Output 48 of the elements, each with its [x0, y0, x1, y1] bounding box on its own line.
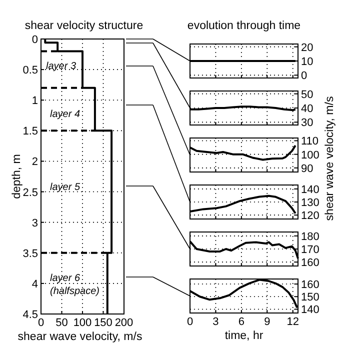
x-tick-label: 3 [212, 316, 219, 328]
y-tick-label: 1 [32, 95, 38, 108]
y-tick-label: 3.5 [22, 248, 38, 260]
y-tick-label: 3 [32, 217, 38, 230]
y-tick-label: 170 [301, 244, 320, 256]
x-tick-label: 50 [56, 317, 68, 329]
y-tick-label: 150 [301, 292, 320, 304]
y-tick-label: 160 [301, 279, 320, 292]
y-tick-label: 2.5 [22, 186, 38, 199]
y-tick-label: 40 [301, 103, 314, 115]
y-tick-label: 130 [301, 197, 320, 209]
y-tick-label: 10 [301, 56, 314, 68]
y-axis-title: shear wave velocity, m/s [324, 96, 336, 221]
x-tick-label: 0 [186, 316, 194, 328]
y-tick-label: 20 [301, 42, 314, 54]
y-tick-label: 90 [301, 162, 314, 175]
y-tick-label: 140 [301, 184, 320, 196]
x-axis-title: time, hr [224, 330, 264, 342]
x-tick-label: 150 [94, 317, 112, 329]
annotation: layer 4 [50, 109, 80, 120]
x-tick-label: 9 [264, 316, 270, 328]
x-axis-title: shear wave velocity, m/s [18, 331, 142, 343]
x-tick-label: 100 [73, 317, 92, 329]
annotation: layer 5 [50, 182, 80, 193]
chart-title: evolution through time [187, 20, 301, 32]
annotation: layer 3 [46, 61, 76, 72]
y-tick-label: 30 [301, 117, 314, 130]
y-tick-label: 120 [301, 210, 320, 222]
x-tick-label: 200 [114, 317, 134, 329]
y-tick-label: 0 [32, 34, 38, 46]
y-tick-label: 140 [301, 304, 320, 316]
y-tick-label: 50 [301, 88, 314, 101]
y-tick-label: 0 [301, 70, 308, 82]
x-tick-label: 12 [286, 316, 299, 328]
y-tick-label: 0.5 [22, 64, 38, 77]
y-axis-title: depth, m [11, 154, 23, 199]
y-tick-label: 4.5 [22, 309, 38, 321]
y-tick-label: 110 [301, 136, 319, 148]
y-tick-label: 160 [301, 257, 320, 270]
chart-title: shear velocity structure [24, 20, 144, 32]
annotation: (halfspace) [50, 286, 100, 297]
y-tick-label: 180 [301, 230, 320, 243]
annotation: layer 6 [50, 273, 80, 284]
x-tick-label: 6 [238, 316, 244, 328]
y-tick-label: 100 [301, 149, 320, 162]
y-tick-label: 2 [32, 156, 38, 168]
y-tick-label: 4 [32, 278, 38, 290]
y-tick-label: 1.5 [22, 126, 38, 138]
